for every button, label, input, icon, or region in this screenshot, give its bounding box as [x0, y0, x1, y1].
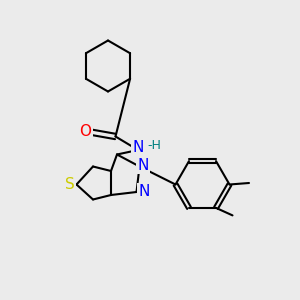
Text: N: N: [132, 140, 144, 154]
Text: N: N: [138, 184, 150, 200]
Text: N: N: [137, 158, 149, 172]
Text: O: O: [80, 124, 92, 140]
Text: S: S: [65, 177, 75, 192]
Text: -H: -H: [148, 139, 161, 152]
